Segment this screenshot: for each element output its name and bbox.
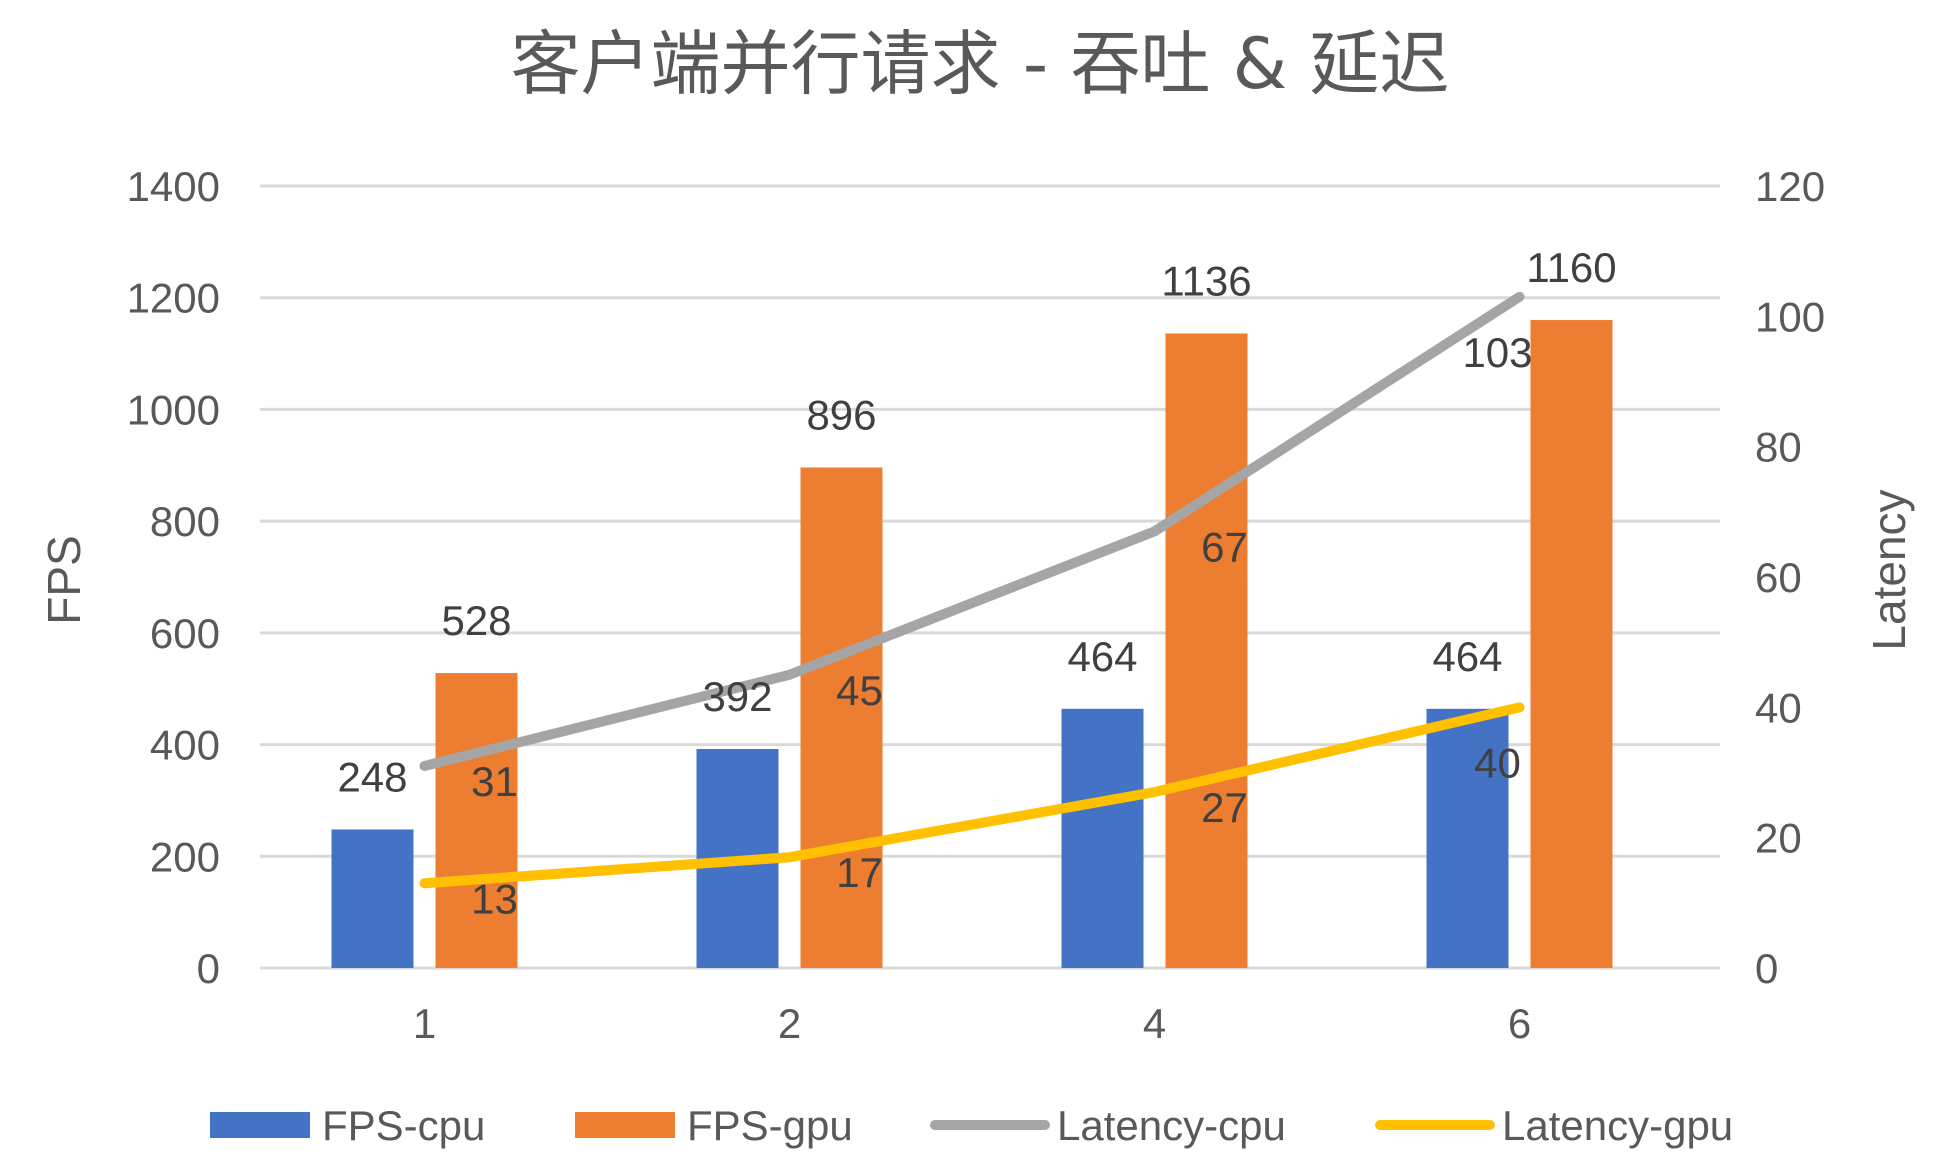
data-label: 103	[1462, 329, 1532, 376]
legend-label: FPS-gpu	[687, 1102, 853, 1149]
x-tick-label: 4	[1143, 1000, 1166, 1047]
y-right-tick-label: 80	[1755, 424, 1802, 471]
bar-fps-gpu	[1530, 320, 1613, 968]
data-label: 464	[1067, 633, 1137, 680]
legend-item: FPS-cpu	[210, 1102, 485, 1149]
y-left-tick-label: 400	[150, 722, 220, 769]
x-tick-label: 1	[413, 1000, 436, 1047]
data-label: 248	[337, 753, 407, 800]
legend-item: FPS-gpu	[575, 1102, 853, 1149]
legend-label: Latency-gpu	[1502, 1102, 1733, 1149]
data-label: 27	[1201, 784, 1248, 831]
bar-fps-gpu	[1165, 333, 1248, 968]
legend-label: Latency-cpu	[1057, 1102, 1286, 1149]
y-left-tick-label: 200	[150, 833, 220, 880]
y-right-tick-labels: 0 20 40 60 80 100 120	[1755, 163, 1825, 992]
bar-fps-cpu	[1061, 708, 1144, 968]
y-left-tick-label: 1200	[127, 275, 220, 322]
data-label: 67	[1201, 523, 1248, 570]
bar-fps-cpu	[1426, 708, 1509, 968]
legend-swatch	[210, 1112, 310, 1138]
legend-item: Latency-cpu	[930, 1102, 1286, 1149]
bar-fps-gpu	[800, 467, 883, 968]
y-left-tick-label: 600	[150, 610, 220, 657]
y-left-tick-label: 0	[197, 945, 220, 992]
data-label: 896	[806, 392, 876, 439]
data-label: 528	[441, 597, 511, 644]
y-right-tick-label: 100	[1755, 293, 1825, 340]
y-left-tick-labels: 0 200 400 600 800 1000 1200 1400	[127, 163, 220, 992]
legend-swatch	[575, 1112, 675, 1138]
chart-title: 客户端并行请求 - 吞吐 & 延迟	[511, 23, 1450, 105]
data-label: 1160	[1526, 244, 1616, 291]
bars	[331, 320, 1613, 968]
data-label: 45	[836, 667, 883, 714]
y-right-tick-label: 0	[1755, 945, 1778, 992]
x-tick-label: 2	[778, 1000, 801, 1047]
legend-item: Latency-gpu	[1375, 1102, 1733, 1149]
y-left-tick-label: 800	[150, 498, 220, 545]
data-label: 13	[471, 875, 518, 922]
y-right-tick-label: 60	[1755, 554, 1802, 601]
line-latency-gpu	[419, 702, 1525, 889]
y-right-tick-label: 120	[1755, 163, 1825, 210]
y-right-axis-title: Latency	[1863, 489, 1915, 650]
bar-fps-cpu	[331, 829, 414, 968]
data-labels: 248 392 464 464 528 896 1136 1160 31 45 67 103 13 17 2…	[337, 244, 1616, 922]
lines	[419, 291, 1525, 889]
legend: FPS-cpu FPS-gpu Latency-cpu Latency-gpu	[210, 1102, 1733, 1149]
y-left-tick-label: 1400	[127, 163, 220, 210]
y-right-tick-label: 40	[1755, 684, 1802, 731]
x-tick-labels: 1 2 4 6	[413, 1000, 1531, 1047]
x-tick-label: 6	[1508, 1000, 1531, 1047]
y-left-tick-label: 1000	[127, 386, 220, 433]
data-label: 40	[1474, 739, 1521, 786]
bar-fps-gpu	[435, 673, 518, 968]
data-label: 464	[1432, 633, 1502, 680]
y-left-axis-title: FPS	[38, 535, 90, 624]
data-label: 392	[702, 673, 772, 720]
data-label: 1136	[1161, 257, 1251, 304]
legend-label: FPS-cpu	[322, 1102, 485, 1149]
data-label: 31	[471, 758, 518, 805]
y-right-tick-label: 20	[1755, 815, 1802, 862]
line-latency-cpu	[419, 291, 1525, 771]
data-label: 17	[836, 849, 883, 896]
